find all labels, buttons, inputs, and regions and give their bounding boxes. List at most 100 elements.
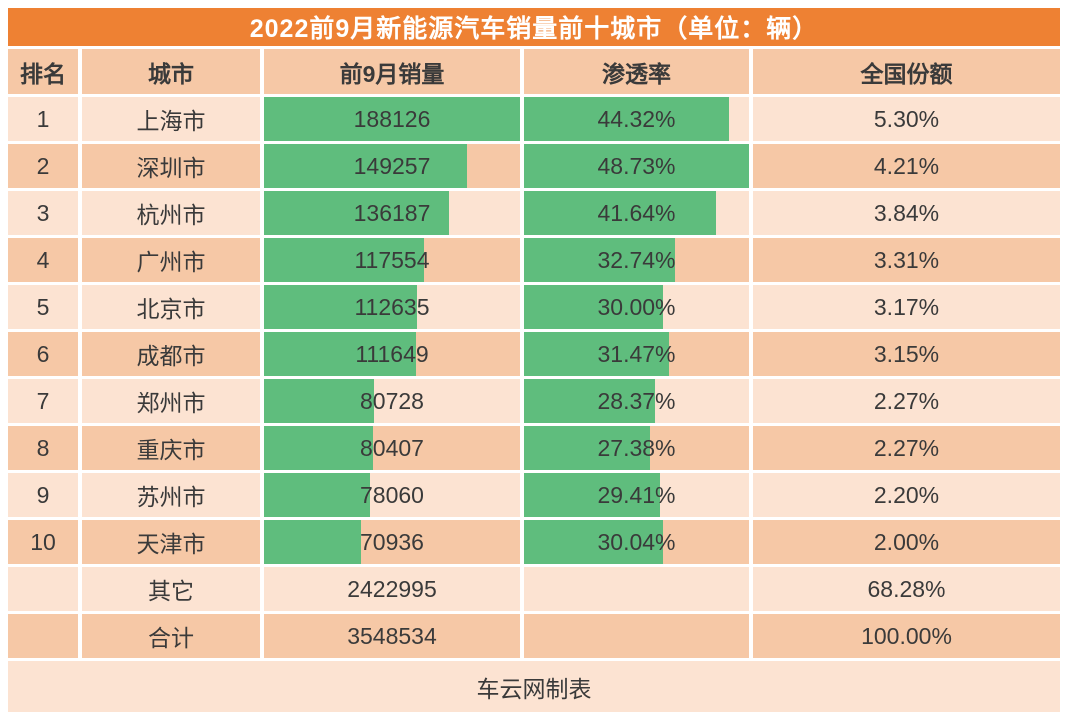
column-header-sales: 前9月销量 xyxy=(264,49,520,94)
share-cell: 4.21% xyxy=(753,144,1060,188)
city-cell: 深圳市 xyxy=(82,144,260,188)
sales-data-bar xyxy=(264,520,361,564)
page-title: 2022前9月新能源汽车销量前十城市（单位：辆） xyxy=(8,8,1060,46)
table-header-row: 排名 城市 前9月销量 渗透率 全国份额 xyxy=(8,49,1060,94)
table-row: 3 杭州市 136187 41.64% 3.84% xyxy=(8,191,1060,235)
penetration-cell: 31.47% xyxy=(524,332,749,376)
city-cell: 郑州市 xyxy=(82,379,260,423)
table-row: 4 广州市 117554 32.74% 3.31% xyxy=(8,238,1060,282)
penetration-data-bar xyxy=(524,332,670,376)
sales-data-bar xyxy=(264,97,520,141)
penetration-cell: 29.41% xyxy=(524,473,749,517)
penetration-data-bar xyxy=(524,379,655,423)
sales-cell: 80407 xyxy=(264,426,520,470)
table-row: 1 上海市 188126 44.32% 5.30% xyxy=(8,97,1060,141)
penetration-cell: 32.74% xyxy=(524,238,749,282)
penetration-cell: 30.00% xyxy=(524,285,749,329)
column-header-penetration: 渗透率 xyxy=(524,49,749,94)
sales-cell: 117554 xyxy=(264,238,520,282)
column-header-share: 全国份额 xyxy=(753,49,1060,94)
penetration-data-bar xyxy=(524,238,676,282)
city-cell: 重庆市 xyxy=(82,426,260,470)
rank-cell: 10 xyxy=(8,520,78,564)
share-cell: 3.17% xyxy=(753,285,1060,329)
share-cell: 2.27% xyxy=(753,379,1060,423)
sales-cell: 111649 xyxy=(264,332,520,376)
rank-cell xyxy=(8,567,78,611)
sales-cell: 80728 xyxy=(264,379,520,423)
rank-cell: 3 xyxy=(8,191,78,235)
city-cell: 北京市 xyxy=(82,285,260,329)
rank-cell xyxy=(8,614,78,658)
table-row-total: 合计 3548534 100.00% xyxy=(8,614,1060,658)
penetration-data-bar xyxy=(524,426,651,470)
penetration-cell: 48.73% xyxy=(524,144,749,188)
share-cell: 2.20% xyxy=(753,473,1060,517)
penetration-cell: 27.38% xyxy=(524,426,749,470)
share-cell: 2.00% xyxy=(753,520,1060,564)
penetration-data-bar xyxy=(524,473,660,517)
table-row: 5 北京市 112635 30.00% 3.17% xyxy=(8,285,1060,329)
penetration-data-bar xyxy=(524,144,749,188)
sales-data-bar xyxy=(264,379,374,423)
table-row: 7 郑州市 80728 28.37% 2.27% xyxy=(8,379,1060,423)
share-cell: 3.31% xyxy=(753,238,1060,282)
share-cell: 3.15% xyxy=(753,332,1060,376)
penetration-cell: 41.64% xyxy=(524,191,749,235)
city-cell: 成都市 xyxy=(82,332,260,376)
sales-cell: 3548534 xyxy=(264,614,520,658)
column-header-rank: 排名 xyxy=(8,49,78,94)
penetration-cell: 44.32% xyxy=(524,97,749,141)
city-cell: 其它 xyxy=(82,567,260,611)
rank-cell: 9 xyxy=(8,473,78,517)
rank-cell: 2 xyxy=(8,144,78,188)
rank-cell: 5 xyxy=(8,285,78,329)
sales-cell: 136187 xyxy=(264,191,520,235)
city-cell: 广州市 xyxy=(82,238,260,282)
penetration-data-bar xyxy=(524,520,663,564)
sales-data-bar xyxy=(264,144,468,188)
sales-cell: 188126 xyxy=(264,97,520,141)
table-footer-credit: 车云网制表 xyxy=(8,661,1060,712)
table-row: 2 深圳市 149257 48.73% 4.21% xyxy=(8,144,1060,188)
sales-cell: 149257 xyxy=(264,144,520,188)
table-row-other: 其它 2422995 68.28% xyxy=(8,567,1060,611)
sales-cell: 112635 xyxy=(264,285,520,329)
city-cell: 苏州市 xyxy=(82,473,260,517)
penetration-data-bar xyxy=(524,191,717,235)
share-cell: 2.27% xyxy=(753,426,1060,470)
sales-data-bar xyxy=(264,473,371,517)
sales-data-bar xyxy=(264,238,424,282)
rank-cell: 7 xyxy=(8,379,78,423)
penetration-cell: 28.37% xyxy=(524,379,749,423)
share-cell: 100.00% xyxy=(753,614,1060,658)
table-row: 6 成都市 111649 31.47% 3.15% xyxy=(8,332,1060,376)
sales-cell: 70936 xyxy=(264,520,520,564)
city-cell: 上海市 xyxy=(82,97,260,141)
sales-data-bar xyxy=(264,285,418,329)
share-cell: 3.84% xyxy=(753,191,1060,235)
rank-cell: 6 xyxy=(8,332,78,376)
share-cell: 68.28% xyxy=(753,567,1060,611)
city-cell: 杭州市 xyxy=(82,191,260,235)
sales-cell: 78060 xyxy=(264,473,520,517)
penetration-cell: 30.04% xyxy=(524,520,749,564)
table-row: 8 重庆市 80407 27.38% 2.27% xyxy=(8,426,1060,470)
penetration-data-bar xyxy=(524,97,729,141)
rank-cell: 8 xyxy=(8,426,78,470)
table-body: 1 上海市 188126 44.32% 5.30% 2 深圳市 149257 4… xyxy=(8,97,1060,658)
sales-cell: 2422995 xyxy=(264,567,520,611)
share-cell: 5.30% xyxy=(753,97,1060,141)
table-row: 9 苏州市 78060 29.41% 2.20% xyxy=(8,473,1060,517)
sales-data-bar xyxy=(264,332,416,376)
rank-cell: 1 xyxy=(8,97,78,141)
rank-cell: 4 xyxy=(8,238,78,282)
table-row: 10 天津市 70936 30.04% 2.00% xyxy=(8,520,1060,564)
city-cell: 合计 xyxy=(82,614,260,658)
penetration-cell xyxy=(524,614,749,658)
column-header-city: 城市 xyxy=(82,49,260,94)
sales-data-bar xyxy=(264,426,374,470)
city-cell: 天津市 xyxy=(82,520,260,564)
penetration-data-bar xyxy=(524,285,663,329)
